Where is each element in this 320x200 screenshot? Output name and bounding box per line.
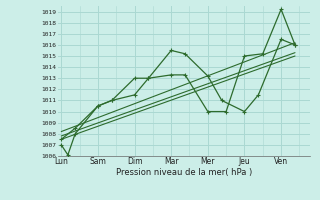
X-axis label: Pression niveau de la mer( hPa ): Pression niveau de la mer( hPa ) xyxy=(116,168,252,177)
